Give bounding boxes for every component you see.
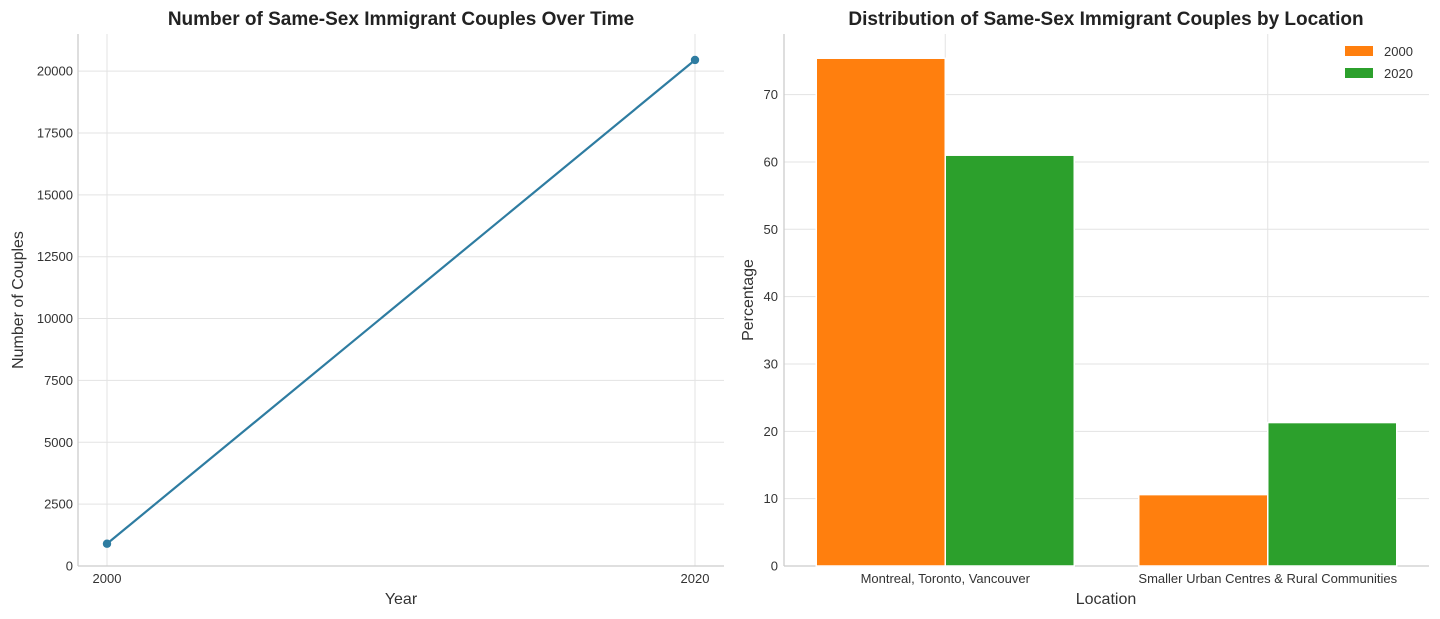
- line-chart-y-tick-label: 2500: [44, 497, 73, 512]
- line-chart-y-tick-label: 20000: [37, 64, 73, 79]
- bar-chart-bars: [815, 57, 1398, 567]
- line-chart-y-ticks: 0 2500 5000 7500 10000 12500 15000 17500 20000: [37, 64, 73, 574]
- line-chart-grid: [78, 34, 724, 567]
- bar-chart: Distribution of Same-Sex Immigrant Coupl…: [740, 9, 1429, 608]
- bar-chart-y-tick-label: 0: [771, 559, 778, 574]
- bar-chart-x-tick-label: Montreal, Toronto, Vancouver: [861, 571, 1031, 586]
- bar-chart-y-ticks: 0 10 20 30 40 50 60 70: [764, 87, 778, 573]
- bar-2020-0: [944, 154, 1075, 567]
- line-chart-point: [102, 539, 112, 548]
- legend-swatch-2000: [1345, 46, 1373, 56]
- line-chart-y-axis-label: Number of Couples: [10, 231, 27, 369]
- bar-chart-title: Distribution of Same-Sex Immigrant Coupl…: [848, 9, 1363, 30]
- line-chart-point: [690, 55, 700, 65]
- legend-label-2000: 2000: [1384, 44, 1413, 59]
- bar-chart-y-tick-label: 50: [764, 222, 778, 237]
- line-chart-y-tick-label: 15000: [37, 187, 73, 202]
- bar-2020-1: [1267, 421, 1398, 567]
- bar-chart-y-tick-label: 20: [764, 424, 778, 439]
- line-chart-y-tick-label: 12500: [37, 249, 73, 264]
- bar-chart-y-tick-label: 30: [764, 356, 778, 371]
- bar-chart-y-tick-label: 70: [764, 87, 778, 102]
- line-chart-y-tick-label: 5000: [44, 435, 73, 450]
- line-chart-x-tick-label: 2020: [681, 571, 710, 586]
- legend-label-2020: 2020: [1384, 66, 1413, 81]
- line-chart-title: Number of Same-Sex Immigrant Couples Ove…: [168, 9, 634, 30]
- line-chart-x-tick-label: 2000: [93, 571, 122, 586]
- bar-2000-0: [815, 57, 946, 567]
- line-chart-y-tick-label: 10000: [37, 311, 73, 326]
- line-chart-series: [102, 55, 700, 548]
- legend-swatch-2020: [1345, 68, 1373, 78]
- line-chart-x-ticks: 2000 2020: [93, 571, 710, 586]
- line-chart-series-line: [106, 59, 696, 545]
- bar-chart-y-tick-label: 10: [764, 491, 778, 506]
- line-chart-y-tick-label: 0: [66, 559, 73, 574]
- bar-chart-x-tick-label: Smaller Urban Centres & Rural Communitie…: [1138, 571, 1397, 586]
- line-chart: Number of Same-Sex Immigrant Couples Ove…: [10, 9, 724, 608]
- line-chart-x-axis-label: Year: [385, 591, 418, 608]
- line-chart-y-tick-label: 17500: [37, 125, 73, 140]
- bar-chart-legend: 2000 2020: [1345, 44, 1413, 81]
- line-chart-y-tick-label: 7500: [44, 373, 73, 388]
- bar-chart-y-tick-label: 40: [764, 289, 778, 304]
- bar-chart-y-axis-label: Percentage: [740, 259, 757, 341]
- bar-chart-x-axis-label: Location: [1076, 591, 1137, 608]
- line-chart-spines: [77, 34, 724, 567]
- bar-2000-1: [1138, 493, 1269, 567]
- bar-chart-y-tick-label: 60: [764, 154, 778, 169]
- bar-chart-x-ticks: Montreal, Toronto, Vancouver Smaller Urba…: [861, 571, 1398, 586]
